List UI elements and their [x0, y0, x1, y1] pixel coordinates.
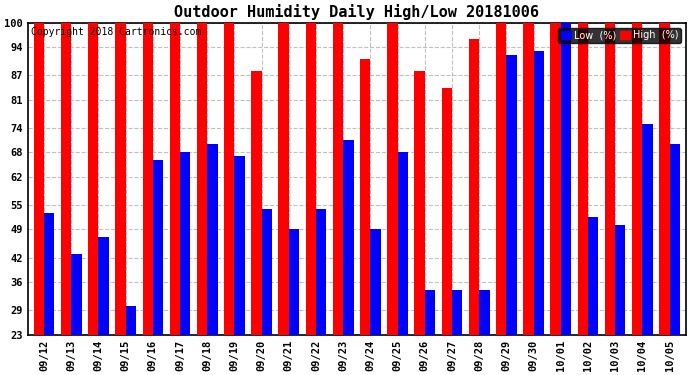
Bar — [442, 87, 452, 335]
Bar — [44, 213, 55, 335]
Bar — [632, 23, 642, 335]
Bar — [197, 23, 207, 335]
Bar — [153, 160, 164, 335]
Bar — [251, 71, 262, 335]
Bar — [659, 23, 669, 335]
Bar — [224, 23, 235, 335]
Bar — [561, 23, 571, 335]
Bar — [34, 23, 44, 335]
Bar — [360, 59, 371, 335]
Bar — [615, 225, 625, 335]
Bar — [316, 209, 326, 335]
Bar — [397, 152, 408, 335]
Bar — [207, 144, 217, 335]
Bar — [469, 39, 479, 335]
Bar — [578, 23, 588, 335]
Bar — [496, 23, 506, 335]
Bar — [115, 23, 126, 335]
Bar — [333, 23, 343, 335]
Bar — [479, 290, 489, 335]
Text: Copyright 2018 Cartronics.com: Copyright 2018 Cartronics.com — [31, 27, 201, 38]
Bar — [71, 254, 81, 335]
Bar — [669, 144, 680, 335]
Bar — [425, 290, 435, 335]
Bar — [415, 71, 425, 335]
Legend: Low  (%), High  (%): Low (%), High (%) — [558, 28, 681, 44]
Title: Outdoor Humidity Daily High/Low 20181006: Outdoor Humidity Daily High/Low 20181006 — [175, 4, 540, 20]
Bar — [642, 124, 653, 335]
Bar — [143, 23, 153, 335]
Bar — [180, 152, 190, 335]
Bar — [533, 51, 544, 335]
Bar — [170, 23, 180, 335]
Bar — [235, 156, 245, 335]
Bar — [523, 23, 533, 335]
Bar — [605, 23, 615, 335]
Bar — [371, 230, 381, 335]
Bar — [126, 306, 136, 335]
Bar — [61, 23, 71, 335]
Bar — [551, 23, 561, 335]
Bar — [306, 23, 316, 335]
Bar — [99, 237, 109, 335]
Bar — [279, 23, 289, 335]
Bar — [289, 230, 299, 335]
Bar — [506, 55, 517, 335]
Bar — [452, 290, 462, 335]
Bar — [588, 217, 598, 335]
Bar — [343, 140, 353, 335]
Bar — [88, 23, 99, 335]
Bar — [387, 23, 397, 335]
Bar — [262, 209, 272, 335]
